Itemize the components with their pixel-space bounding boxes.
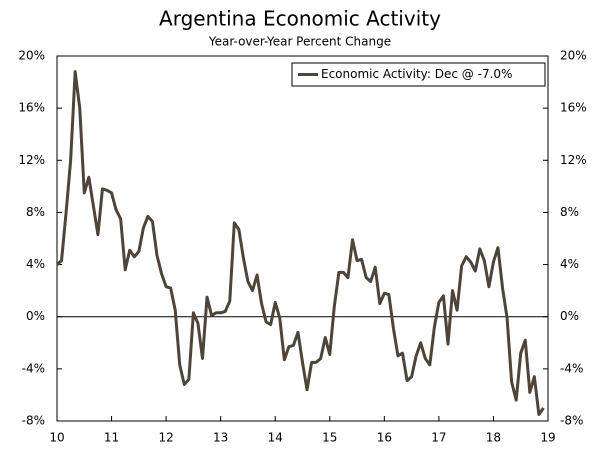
y-tick-label: 0% bbox=[26, 309, 45, 323]
y-tick-label: -8% bbox=[22, 414, 45, 428]
y2-tick-label: 4% bbox=[560, 257, 579, 271]
chart-title: Argentina Economic Activity bbox=[159, 7, 441, 31]
plot-frame bbox=[56, 55, 549, 422]
x-tick-label: 13 bbox=[213, 431, 228, 445]
x-tick-label: 15 bbox=[322, 431, 337, 445]
y2-tick-label: 20% bbox=[560, 49, 587, 63]
y2-tick-label: 8% bbox=[560, 205, 579, 219]
legend-label: Economic Activity: Dec @ -7.0% bbox=[321, 67, 512, 81]
chart-subtitle: Year-over-Year Percent Change bbox=[208, 35, 391, 49]
x-tick-label: 10 bbox=[49, 431, 64, 445]
legend-box bbox=[291, 62, 546, 87]
y2-tick-label: -4% bbox=[560, 361, 583, 375]
x-tick-label: 16 bbox=[377, 431, 392, 445]
x-tick-label: 11 bbox=[104, 431, 119, 445]
y2-tick-label: 12% bbox=[560, 153, 587, 167]
x-tick-label: 14 bbox=[268, 431, 283, 445]
y-tick-label: -4% bbox=[22, 361, 45, 375]
y2-tick-label: 0% bbox=[560, 309, 579, 323]
y-tick-label: 12% bbox=[18, 153, 45, 167]
x-tick-label: 18 bbox=[486, 431, 501, 445]
x-tick-label: 17 bbox=[431, 431, 446, 445]
y2-tick-label: 16% bbox=[560, 101, 587, 115]
y-tick-label: 8% bbox=[26, 205, 45, 219]
x-tick-label: 12 bbox=[158, 431, 173, 445]
y-tick-label: 20% bbox=[18, 49, 45, 63]
y2-tick-label: -8% bbox=[560, 414, 583, 428]
x-tick-label: 19 bbox=[540, 431, 555, 445]
y-tick-label: 4% bbox=[26, 257, 45, 271]
series-line bbox=[56, 70, 545, 416]
y-tick-label: 16% bbox=[18, 101, 45, 115]
